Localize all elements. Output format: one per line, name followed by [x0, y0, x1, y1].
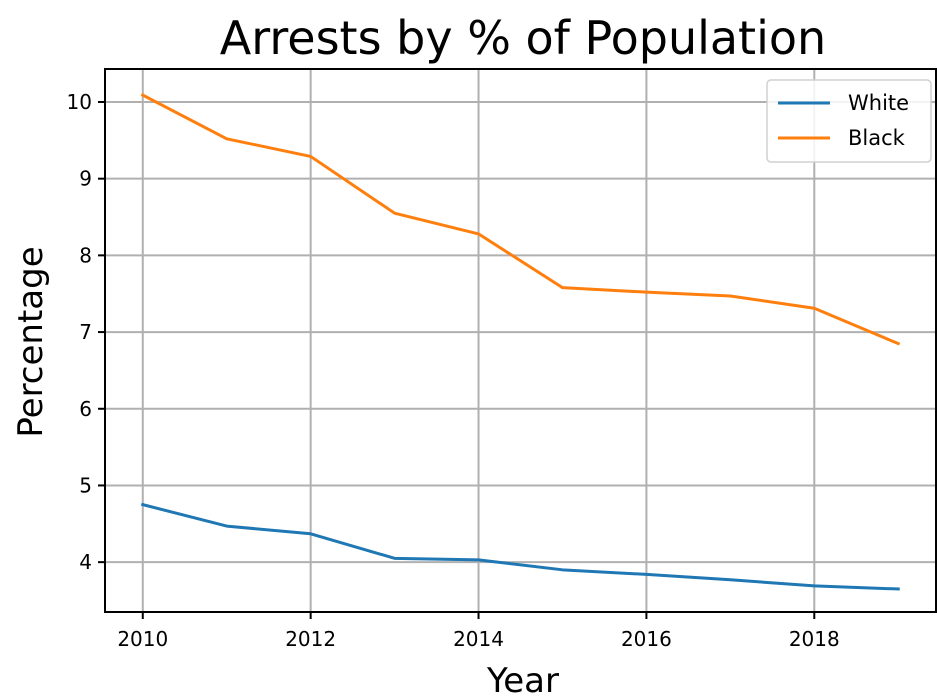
series-line-white — [140, 502, 900, 591]
grid-lines — [105, 69, 936, 612]
plot-frame — [104, 68, 937, 613]
legend-box — [766, 79, 932, 163]
y-tick-label: 6 — [79, 397, 92, 421]
series-line-black — [140, 93, 901, 346]
x-tick-label: 2014 — [453, 627, 504, 651]
y-tick-label: 4 — [79, 550, 92, 574]
legend: White Black — [766, 79, 932, 163]
y-tick-label: 7 — [79, 320, 92, 344]
y-tick-label: 8 — [79, 243, 92, 267]
x-tick-label: 2012 — [285, 627, 336, 651]
x-axis-label: Year — [486, 661, 559, 696]
y-tick-label: 5 — [79, 473, 92, 497]
y-axis-label: Percentage — [11, 246, 51, 437]
y-tick-label: 9 — [79, 167, 92, 191]
x-tick-label: 2016 — [621, 627, 672, 651]
x-tick-label: 2018 — [789, 627, 840, 651]
legend-label-white: White — [848, 91, 909, 115]
legend-label-black: Black — [848, 126, 906, 150]
y-tick-label: 10 — [67, 90, 92, 114]
chart-title: Arrests by % of Population — [220, 11, 826, 65]
axis-ticks: 2010 2012 2014 2016 2018 4 5 6 7 8 9 10 — [67, 90, 840, 651]
x-tick-label: 2010 — [117, 627, 168, 651]
series-lines — [140, 93, 901, 591]
